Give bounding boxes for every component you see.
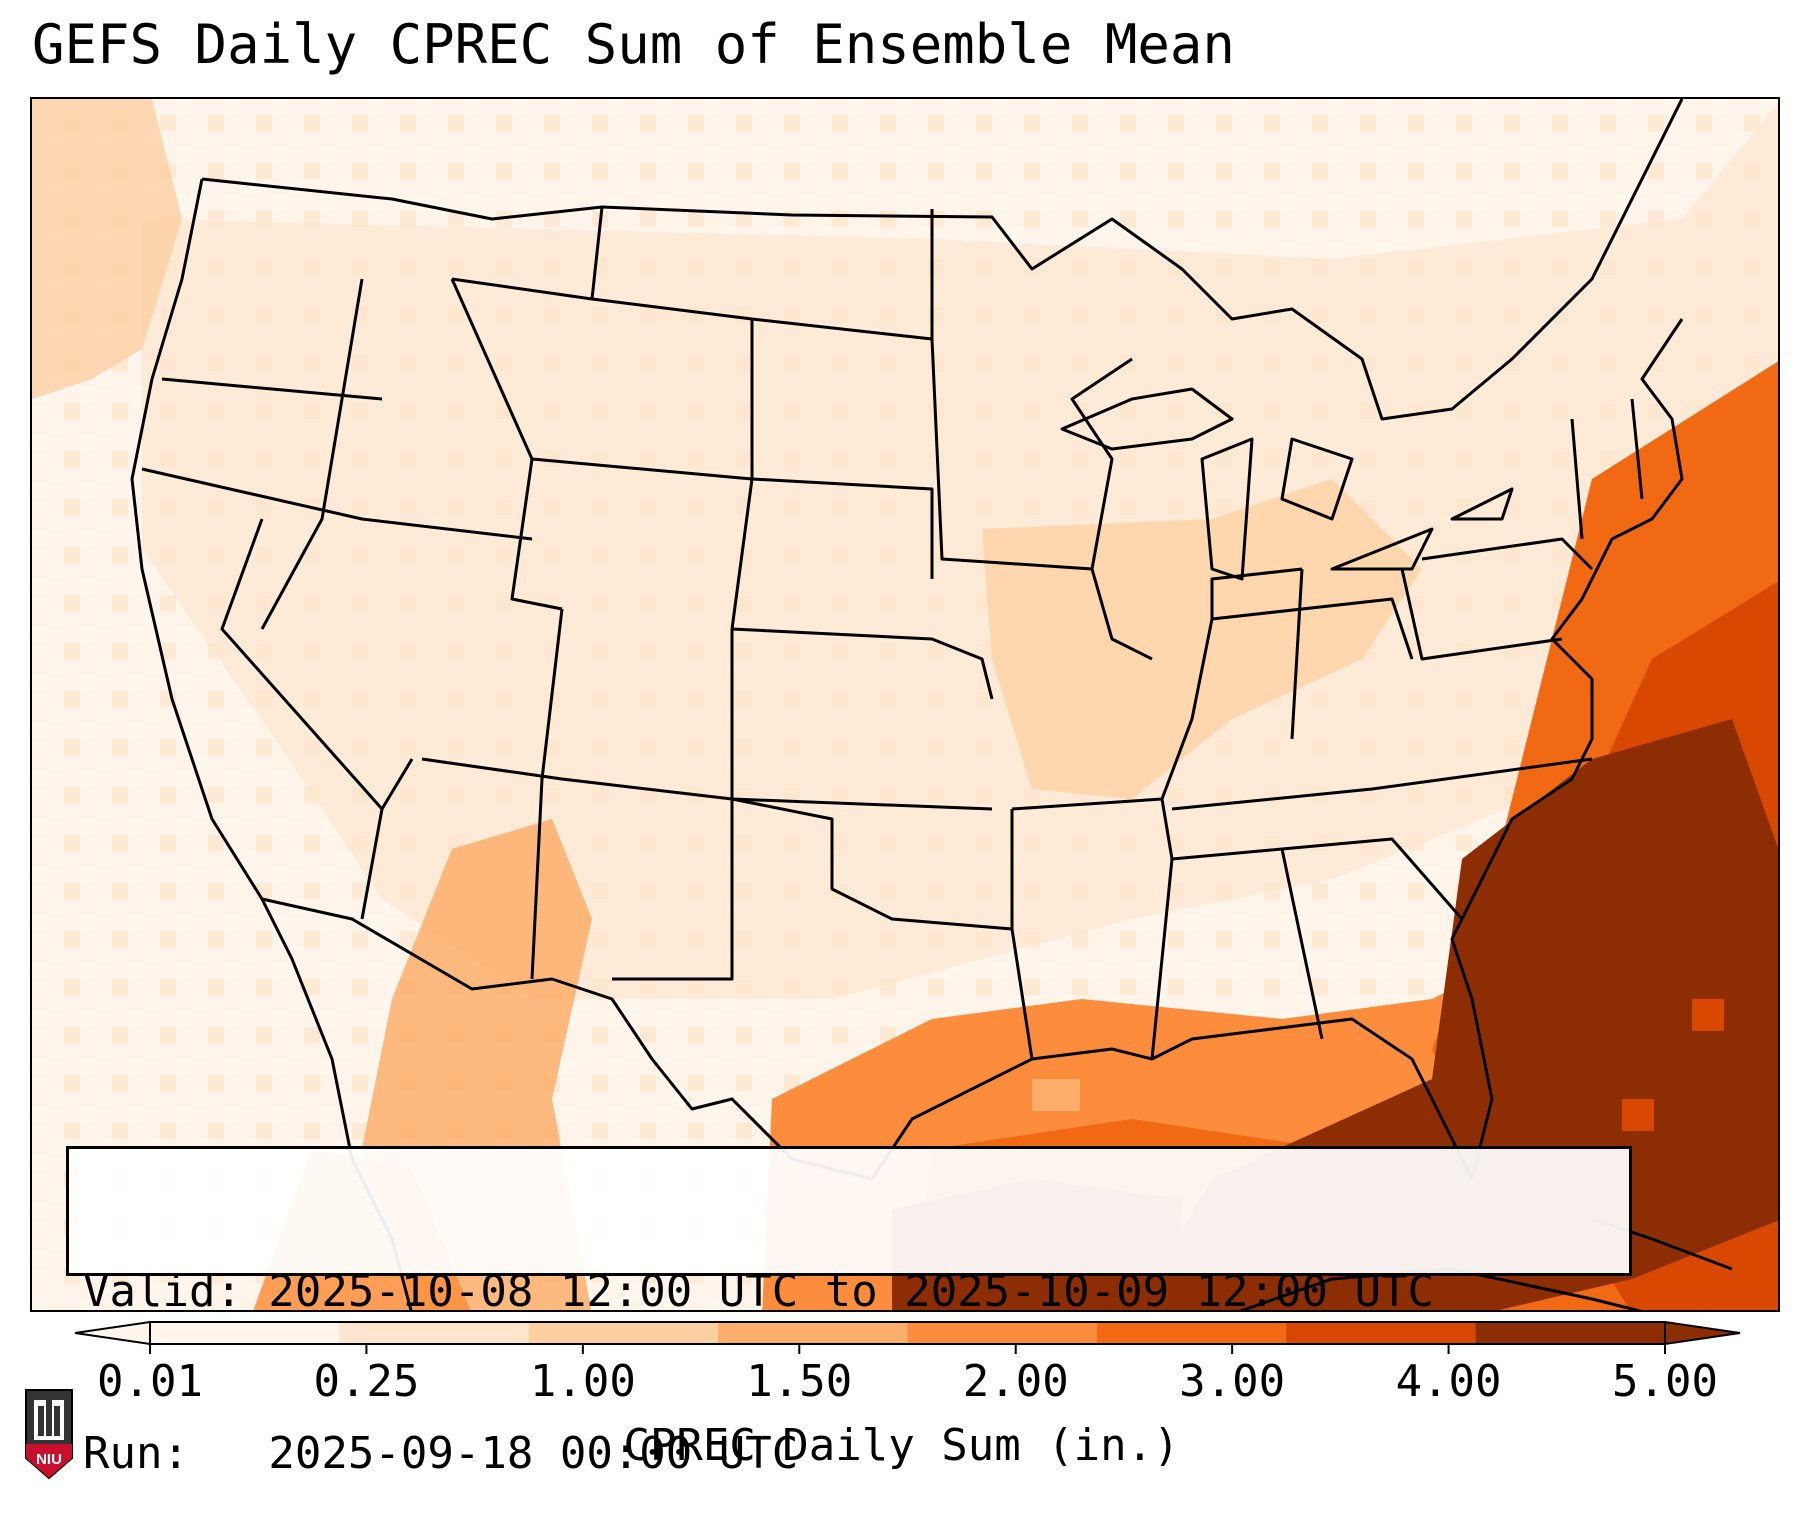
colorbar-tick-label: 5.00 [1612, 1356, 1718, 1407]
colorbar-label: CPREC Daily Sum (in.) [623, 1420, 1180, 1471]
colorbar-extend-low [74, 1320, 151, 1346]
colorbar-segment [1096, 1322, 1287, 1344]
run-time-text: Run: 2025-09-18 00:00 UTC [83, 1428, 799, 1479]
validity-info-box: Valid: 2025-10-08 12:00 UTC to 2025-10-0… [66, 1146, 1632, 1479]
map-title: GEFS Daily CPREC Sum of Ensemble Mean [32, 13, 1235, 76]
colorbar-tick-label: 2.00 [962, 1356, 1069, 1407]
colorbar-segment [528, 1322, 719, 1344]
colorbar-tick-label: 1.00 [529, 1356, 636, 1407]
map-borders [130, 99, 1733, 1310]
colorbar-segment [718, 1322, 908, 1344]
colorbar-tick-label: 0.01 [97, 1356, 203, 1407]
colorbar-outline [149, 1321, 1666, 1345]
niu-logo: NIU [25, 1389, 73, 1480]
colorbar-extend-high [1664, 1320, 1741, 1346]
colorbar-segment [907, 1322, 1098, 1344]
precip-map [32, 99, 1778, 1310]
colorbar-segment [150, 1322, 340, 1344]
map-panel [30, 97, 1780, 1312]
colorbar-segment [339, 1322, 530, 1344]
colorbar-tick-label: 3.00 [1179, 1356, 1286, 1407]
colorbar-tick-label: 1.50 [746, 1356, 853, 1407]
colorbar-segment [1475, 1322, 1666, 1344]
colorbar [74, 1320, 1741, 1354]
colorbar-tick-label: 4.00 [1395, 1356, 1502, 1407]
colorbar-segment [1286, 1322, 1477, 1344]
colorbar-tick-label: 0.25 [313, 1356, 420, 1407]
valid-time-text: Valid: 2025-10-08 12:00 UTC to 2025-10-0… [83, 1266, 1435, 1317]
niu-logo-text: NIU [36, 1451, 62, 1468]
